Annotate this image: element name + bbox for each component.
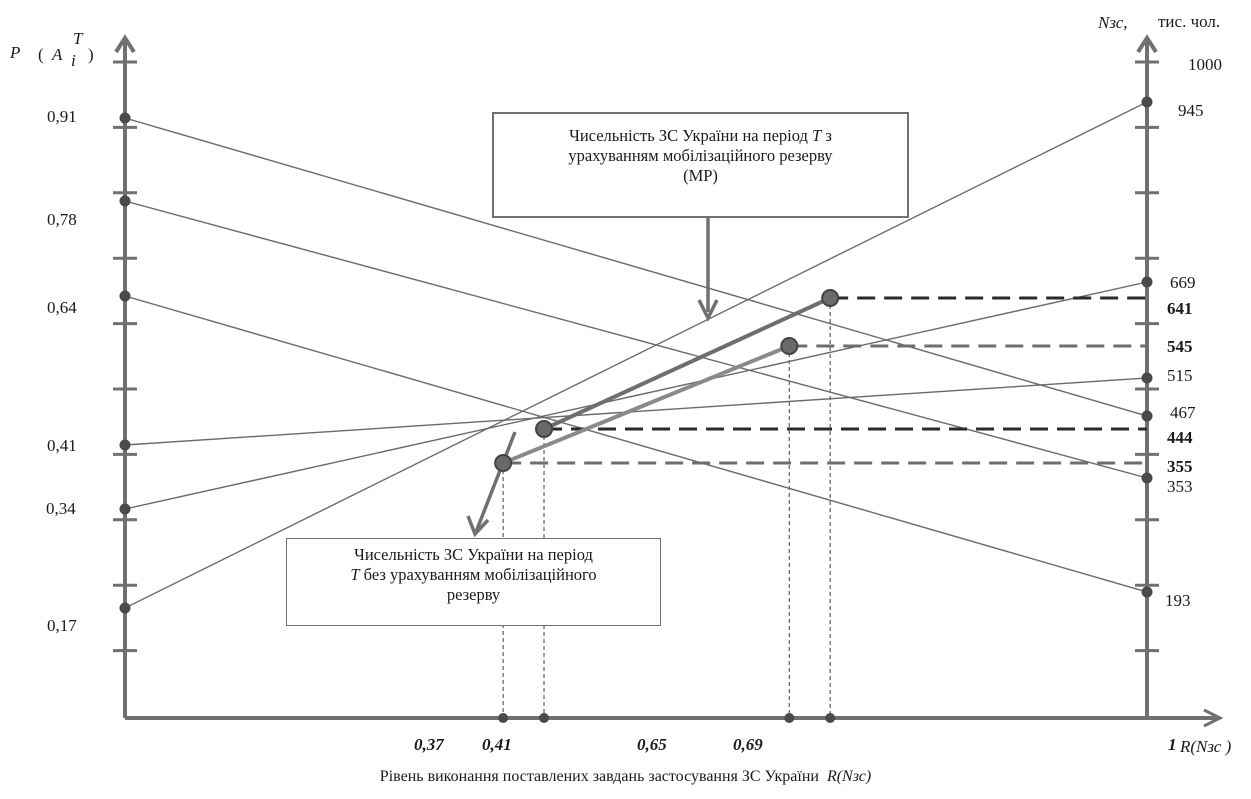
family-line <box>124 377 1148 446</box>
right-endpoint-marker <box>1141 96 1153 108</box>
callout-mr-text-3: (МР) <box>683 166 718 185</box>
right-tick-label: 515 <box>1167 366 1193 385</box>
left-endpoint-marker <box>119 195 131 207</box>
callout-nomr-arrow-head <box>466 515 490 538</box>
left-axis-label: P <box>9 43 20 62</box>
callout-mr-arrow-head <box>697 299 719 322</box>
right-tick-label: 353 <box>1167 477 1193 496</box>
callout-nomr-text-1: Чисельність ЗС України на період <box>354 545 593 564</box>
left-tick-label: 0,64 <box>47 298 77 317</box>
x-axis-marker <box>784 713 795 723</box>
x-axis-caption-var: R(Nзс) <box>826 768 872 785</box>
right-tick-label: 669 <box>1170 273 1196 292</box>
callout-with-mobilization-reserve: Чисельність ЗС України на період T з ура… <box>492 112 909 218</box>
x-tick-label: 0,41 <box>482 735 512 754</box>
series-point <box>821 289 840 307</box>
right-tick-label: 444 <box>1167 428 1193 447</box>
callout-nomr-arrow <box>474 431 517 533</box>
right-endpoint-marker <box>1141 276 1153 288</box>
callout-without-mobilization-reserve: Чисельність ЗС України на період T без у… <box>286 538 661 626</box>
left-endpoint-marker <box>119 602 131 614</box>
guides <box>502 296 1147 718</box>
x-tick-label: 0,37 <box>414 735 445 754</box>
x-axis-marker <box>498 713 509 723</box>
left-axis-formula: A <box>51 45 63 64</box>
left-tick-label: 0,78 <box>47 210 77 229</box>
right-tick-label: 1000 <box>1188 55 1222 74</box>
callout-nomr-T: T <box>350 565 360 584</box>
left-tick-label: 0,17 <box>47 616 77 635</box>
right-tick-label: 467 <box>1170 403 1196 422</box>
markers <box>119 96 1153 723</box>
left-axis-sup: T <box>73 29 84 48</box>
right-tick-label: 193 <box>1165 591 1191 610</box>
x-axis-caption-text: Рівень виконання поставлених завдань зас… <box>379 768 819 785</box>
series-line <box>502 344 791 465</box>
right-endpoint-marker <box>1141 410 1153 422</box>
callout-mr-text-2: урахуванням мобілізаційного резерву <box>568 146 833 165</box>
x-axis-caption: Рівень виконання поставлених завдань зас… <box>0 768 1251 786</box>
left-endpoint-marker <box>119 439 131 451</box>
right-axis-arrow <box>1136 34 1158 54</box>
series-point <box>780 337 799 355</box>
series-point <box>494 454 513 472</box>
right-axis-label: Nзс, <box>1097 13 1128 32</box>
x-tick-label: 0,69 <box>733 735 763 754</box>
callout-mr-text-1b: з <box>825 126 832 145</box>
x-axis-arrow <box>1203 708 1224 728</box>
chart-svg: P(ATi)Nзс, тис. чол.0,910,780,640,410,340… <box>9 12 1232 756</box>
x-axis-marker <box>825 713 836 723</box>
left-tick-label: 0,34 <box>46 499 76 518</box>
series-line <box>543 296 832 431</box>
thin-lines <box>124 101 1148 609</box>
family-line <box>124 200 1148 479</box>
left-endpoint-marker <box>119 290 131 302</box>
callout-mr-text-1: Чисельність ЗС України на період <box>569 126 808 145</box>
callout-nomr-text-2: без урахуванням мобілізаційного <box>363 565 597 584</box>
right-tick-label: 545 <box>1167 337 1193 356</box>
right-tick-label: 945 <box>1178 101 1204 120</box>
callout-nomr-text-3: резерву <box>446 585 501 604</box>
right-tick-label: 355 <box>1167 457 1193 476</box>
right-endpoint-marker <box>1141 372 1153 384</box>
left-endpoint-marker <box>119 112 131 124</box>
series-point <box>535 420 554 438</box>
series <box>466 218 832 538</box>
family-line <box>124 295 1148 593</box>
x-tick-label: 1 <box>1168 735 1177 754</box>
callout-mr-T: T <box>812 126 822 145</box>
left-axis-paren-close: ) <box>88 45 94 64</box>
family-line <box>124 117 1148 417</box>
left-tick-label: 0,41 <box>47 436 77 455</box>
family-line <box>124 281 1148 510</box>
right-axis-unit: тис. чол. <box>1158 12 1220 31</box>
right-tick-label: 641 <box>1167 299 1193 318</box>
x-axis-marker <box>539 713 550 723</box>
left-axis-sub: i <box>71 51 76 70</box>
right-endpoint-marker <box>1141 472 1153 484</box>
left-axis-paren-open: ( <box>38 45 44 64</box>
right-endpoint-marker <box>1141 586 1153 598</box>
labels: P(ATi)Nзс, тис. чол.0,910,780,640,410,340… <box>9 12 1232 756</box>
x-axis-end-label: R(Nзс ) <box>1179 737 1232 756</box>
left-endpoint-marker <box>119 503 131 515</box>
left-axis-arrow <box>114 34 136 54</box>
left-tick-label: 0,91 <box>47 107 77 126</box>
x-tick-label: 0,65 <box>637 735 667 754</box>
family-line <box>124 101 1148 609</box>
